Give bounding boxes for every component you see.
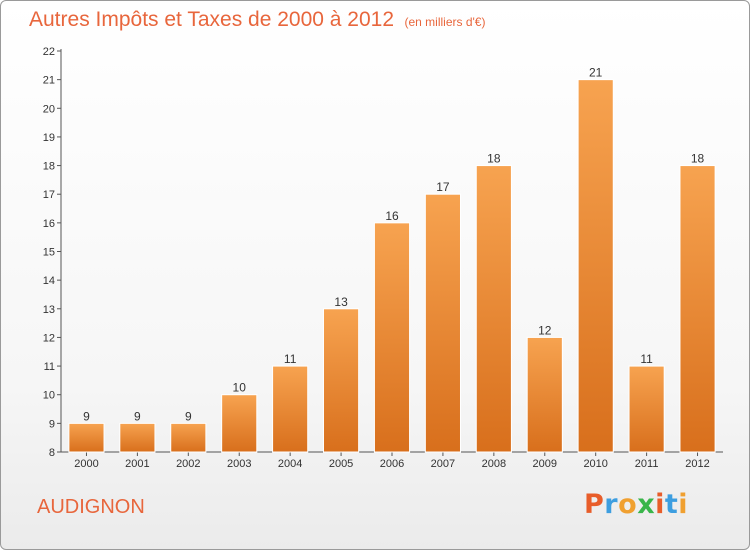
data-label-2002: 9 xyxy=(185,409,192,423)
data-label-2010: 21 xyxy=(589,66,603,80)
y-tick-label: 15 xyxy=(43,247,55,259)
x-tick-label-2001: 2001 xyxy=(125,458,149,470)
y-tick-label: 14 xyxy=(43,275,55,287)
y-tick-label: 21 xyxy=(43,75,55,87)
data-label-2004: 11 xyxy=(284,352,297,366)
logo-letter: t xyxy=(664,489,679,520)
y-tick-label: 12 xyxy=(43,332,55,344)
proxiti-logo: Proxiti xyxy=(584,489,688,520)
x-tick-label-2000: 2000 xyxy=(74,458,98,470)
data-label-2012: 18 xyxy=(691,152,705,166)
x-tick-label-2007: 2007 xyxy=(431,458,455,470)
commune-name: AUDIGNON xyxy=(37,496,145,518)
data-label-2011: 11 xyxy=(640,352,653,366)
bar-2004 xyxy=(272,365,309,453)
chart-title: Autres Impôts et Taxes de 2000 à 2012 xyxy=(29,8,395,31)
y-tick-label: 9 xyxy=(49,418,55,430)
y-tick-label: 10 xyxy=(43,390,55,402)
y-tick-label: 8 xyxy=(49,447,55,459)
y-tick-label: 16 xyxy=(43,218,55,230)
bar-2000 xyxy=(68,422,105,453)
logo-letter: i xyxy=(655,489,665,520)
bars xyxy=(68,79,716,453)
y-tick-label: 17 xyxy=(43,189,55,201)
bar-2001 xyxy=(119,422,156,453)
bar-2008 xyxy=(475,165,512,453)
y-tick-label: 11 xyxy=(44,361,55,373)
bar-2007 xyxy=(424,193,461,453)
data-label-2003: 10 xyxy=(233,381,247,395)
y-tick-label: 18 xyxy=(43,161,55,173)
x-tick-label-2005: 2005 xyxy=(329,458,353,470)
data-label-2008: 18 xyxy=(487,152,501,166)
logo-letter: x xyxy=(637,489,656,520)
y-tick-label: 19 xyxy=(43,132,55,144)
y-tick-label: 13 xyxy=(43,304,55,316)
x-tick-label-2009: 2009 xyxy=(533,458,557,470)
title-row: Autres Impôts et Taxes de 2000 à 2012 (e… xyxy=(29,8,485,32)
bar-2005 xyxy=(323,308,360,453)
x-tick-label-2006: 2006 xyxy=(380,458,404,470)
x-tick-label-2004: 2004 xyxy=(278,458,302,470)
logo-letter: i xyxy=(678,489,689,520)
x-tick-label-2011: 2011 xyxy=(635,458,659,470)
logo-letter: o xyxy=(618,489,638,520)
bar-2009 xyxy=(526,336,563,453)
x-tick-label-2010: 2010 xyxy=(583,458,607,470)
y-tick-label: 22 xyxy=(43,46,55,58)
x-tick-label-2003: 2003 xyxy=(227,458,251,470)
bar-value-labels: 9 9 9 10 11 13 16 17 18 12 21 11 18 xyxy=(83,66,704,424)
data-label-2005: 13 xyxy=(334,295,348,309)
chart-subtitle: (en milliers d'€) xyxy=(404,15,486,29)
x-tick-label-2012: 2012 xyxy=(685,458,709,470)
bar-2006 xyxy=(373,222,411,453)
data-label-2009: 12 xyxy=(538,323,552,337)
data-label-2001: 9 xyxy=(134,409,141,423)
y-tick-label: 20 xyxy=(43,103,55,115)
x-tick-label-2002: 2002 xyxy=(176,458,200,470)
bar-2012 xyxy=(679,165,716,453)
logo-letter: P xyxy=(584,489,605,520)
bar-2011 xyxy=(628,365,665,453)
bar-2010 xyxy=(577,79,614,453)
bar-2003 xyxy=(221,394,258,453)
data-label-2006: 16 xyxy=(385,209,399,223)
data-label-2007: 17 xyxy=(436,180,450,194)
data-label-2000: 9 xyxy=(83,409,90,423)
x-tick-label-2008: 2008 xyxy=(482,458,506,470)
logo-letter: r xyxy=(604,489,619,520)
bar-2002 xyxy=(170,422,207,453)
